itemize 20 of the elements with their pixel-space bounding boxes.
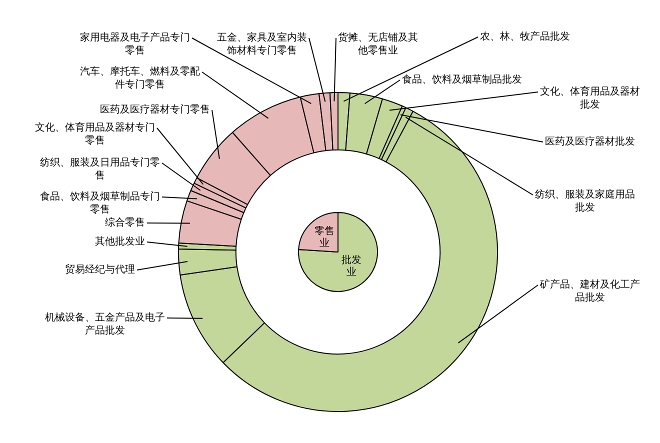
slice-label: 贸易经纪与代理 <box>65 264 135 276</box>
slice-label: 农、林、牧产品批发 <box>480 30 570 43</box>
slice-label: 纺织、服装及日用品专门零售 <box>40 156 160 182</box>
slice-label: 汽车、摩托车、燃料及零配件专门零售 <box>80 66 200 91</box>
slice-label: 医药及医疗器材专门零售 <box>100 104 210 116</box>
slice-label: 五金、家具及室内装饰材料专门零售 <box>217 32 307 57</box>
slice-label: 机械设备、五金产品及电子产品批发 <box>45 312 165 337</box>
slice-label: 零售业 <box>314 225 334 250</box>
slice-label: 矿产品、建材及化工产品批发 <box>539 278 640 304</box>
slice-label: 其他批发业 <box>95 236 145 248</box>
slice-label: 货摊、无店铺及其他零售业 <box>338 32 418 57</box>
slice-label: 医药及医疗器材批发 <box>545 136 635 148</box>
slice-label: 食品、饮料及烟草制品专门零售 <box>40 190 160 216</box>
slice-label: 家用电器及电子产品专门零售 <box>80 32 190 57</box>
slice-label: 文化、体育用品及器材批发 <box>540 86 640 111</box>
slice-label: 文化、体育用品及器材专门零售 <box>35 122 155 147</box>
slice-label: 食品、饮料及烟草制品批发 <box>402 74 522 86</box>
slice-label: 纺织、服装及家庭用品批发 <box>535 188 635 214</box>
slice-label: 批发业 <box>342 254 362 278</box>
slice-label: 综合零售 <box>105 216 145 229</box>
